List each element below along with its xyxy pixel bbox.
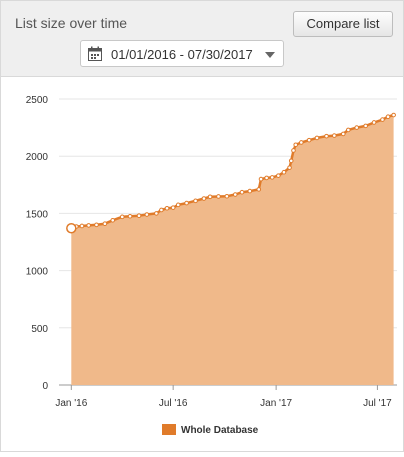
x-tick-label: Jan '16 xyxy=(55,398,87,409)
data-point xyxy=(371,120,377,125)
data-point xyxy=(264,175,269,181)
data-point xyxy=(380,117,385,122)
data-point xyxy=(207,194,213,200)
y-tick-label: 2500 xyxy=(26,95,49,106)
data-point xyxy=(154,211,159,216)
data-point xyxy=(127,213,133,219)
data-point xyxy=(258,176,264,182)
data-point xyxy=(314,135,320,141)
panel-title: List size over time xyxy=(15,15,128,31)
calendar-icon xyxy=(88,46,102,61)
y-tick-label: 1500 xyxy=(26,209,49,220)
data-point xyxy=(391,112,396,118)
y-tick-label: 0 xyxy=(42,381,48,392)
data-point xyxy=(239,189,245,195)
chevron-down-icon xyxy=(265,52,275,58)
data-point xyxy=(256,187,262,192)
data-point xyxy=(102,221,108,226)
data-point xyxy=(144,212,150,217)
list-size-chart: 0 500 1000 1500 2000 2500 Jan '16 Jul '16 Jan '1… xyxy=(26,95,397,436)
x-tick-label: Jul '17 xyxy=(363,398,392,409)
data-point xyxy=(164,205,170,211)
data-point xyxy=(276,173,281,178)
data-point xyxy=(79,223,85,229)
data-point xyxy=(293,142,299,148)
data-point xyxy=(224,193,230,199)
data-point xyxy=(281,169,287,175)
chart-area: 0 500 1000 1500 2000 2500 Jan '16 Jul '16 Jan '1… xyxy=(1,78,403,452)
data-point xyxy=(201,196,207,201)
data-point xyxy=(354,125,360,130)
data-point-highlight[interactable] xyxy=(66,223,77,234)
data-point xyxy=(175,202,181,208)
data-point xyxy=(340,131,346,137)
data-point xyxy=(119,214,125,220)
y-tick-label: 2000 xyxy=(26,152,49,163)
data-point xyxy=(287,165,292,170)
data-point xyxy=(159,207,164,213)
date-range-text: 01/01/2016 - 07/30/2017 xyxy=(111,47,253,62)
x-tick-label: Jul '16 xyxy=(159,398,188,409)
legend-label[interactable]: Whole Database xyxy=(181,425,259,436)
panel-header: List size over time Compare list 01/01/2… xyxy=(1,1,403,77)
data-point xyxy=(86,223,91,228)
data-point xyxy=(184,200,189,206)
date-range-picker[interactable]: 01/01/2016 - 07/30/2017 xyxy=(80,40,284,67)
y-tick-label: 1000 xyxy=(26,267,49,278)
x-tick-label: Jan '17 xyxy=(260,398,292,409)
data-point xyxy=(363,123,368,129)
data-point xyxy=(216,194,221,199)
data-point xyxy=(299,140,304,145)
data-point xyxy=(288,158,294,164)
data-point xyxy=(385,114,391,120)
data-point xyxy=(332,133,337,138)
data-point xyxy=(110,217,116,223)
data-point xyxy=(170,205,176,210)
data-point xyxy=(247,188,253,194)
compare-list-button[interactable]: Compare list xyxy=(293,11,393,37)
data-point xyxy=(346,127,351,133)
data-point xyxy=(136,213,142,218)
y-tick-label: 500 xyxy=(31,324,48,335)
data-point xyxy=(324,133,329,139)
data-point xyxy=(193,198,198,204)
data-point xyxy=(306,137,312,143)
legend-swatch[interactable] xyxy=(162,424,176,435)
data-point xyxy=(291,148,296,153)
data-point xyxy=(269,175,275,180)
data-point xyxy=(94,222,99,228)
series-area xyxy=(71,115,394,385)
data-point xyxy=(232,192,238,197)
